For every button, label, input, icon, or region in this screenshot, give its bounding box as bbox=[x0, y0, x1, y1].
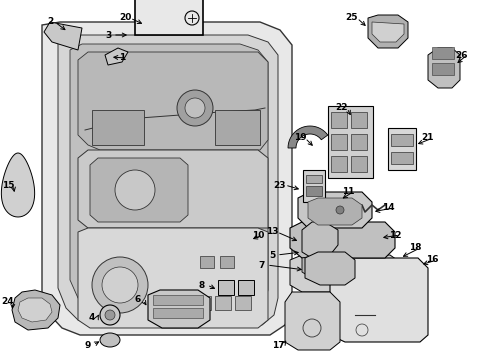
Bar bbox=[220, 256, 234, 268]
Text: 20: 20 bbox=[119, 13, 131, 22]
Polygon shape bbox=[12, 290, 60, 330]
Bar bbox=[303, 170, 325, 202]
Text: 8: 8 bbox=[199, 280, 204, 289]
Text: 3: 3 bbox=[104, 31, 111, 40]
Bar bbox=[200, 256, 214, 268]
Bar bbox=[350, 112, 366, 128]
Bar bbox=[153, 295, 203, 305]
Bar bbox=[218, 280, 234, 295]
Polygon shape bbox=[1, 153, 35, 217]
Bar bbox=[387, 128, 415, 170]
Circle shape bbox=[92, 257, 148, 313]
Polygon shape bbox=[305, 252, 354, 285]
Polygon shape bbox=[287, 126, 327, 148]
Text: 12: 12 bbox=[388, 230, 401, 239]
Text: 11: 11 bbox=[341, 188, 353, 197]
Bar bbox=[235, 296, 250, 310]
Bar bbox=[153, 308, 203, 318]
Polygon shape bbox=[427, 48, 459, 88]
Bar bbox=[350, 134, 366, 150]
Text: 16: 16 bbox=[425, 256, 437, 265]
Text: 24: 24 bbox=[1, 297, 14, 306]
Bar bbox=[305, 186, 321, 196]
Polygon shape bbox=[289, 255, 399, 292]
Circle shape bbox=[102, 267, 138, 303]
Polygon shape bbox=[18, 298, 52, 322]
Text: 4: 4 bbox=[89, 314, 95, 323]
Text: 19: 19 bbox=[293, 134, 305, 143]
Polygon shape bbox=[44, 22, 82, 50]
Polygon shape bbox=[329, 258, 427, 342]
Bar bbox=[215, 110, 260, 145]
Polygon shape bbox=[78, 52, 267, 150]
Circle shape bbox=[335, 206, 343, 214]
Text: 23: 23 bbox=[273, 180, 285, 189]
Polygon shape bbox=[105, 48, 128, 65]
Bar bbox=[195, 296, 210, 310]
Bar bbox=[327, 106, 372, 178]
Text: 21: 21 bbox=[421, 134, 433, 143]
Text: 17: 17 bbox=[271, 341, 284, 350]
Bar bbox=[330, 134, 346, 150]
Bar bbox=[330, 112, 346, 128]
Polygon shape bbox=[371, 22, 403, 42]
Circle shape bbox=[331, 202, 347, 218]
Polygon shape bbox=[70, 44, 267, 314]
Bar bbox=[175, 296, 191, 310]
Bar bbox=[350, 156, 366, 172]
Polygon shape bbox=[302, 222, 337, 260]
Text: 7: 7 bbox=[258, 261, 264, 270]
Bar bbox=[215, 296, 230, 310]
Polygon shape bbox=[58, 35, 278, 325]
Ellipse shape bbox=[100, 333, 120, 347]
Bar bbox=[390, 134, 412, 146]
Text: 15: 15 bbox=[2, 180, 14, 189]
Polygon shape bbox=[90, 158, 187, 222]
Bar bbox=[390, 152, 412, 164]
Polygon shape bbox=[148, 290, 209, 328]
Polygon shape bbox=[285, 292, 339, 350]
Text: 14: 14 bbox=[381, 203, 393, 212]
Text: 18: 18 bbox=[408, 243, 420, 252]
Polygon shape bbox=[289, 222, 394, 258]
Text: 13: 13 bbox=[265, 228, 278, 237]
Bar bbox=[135, 0, 203, 35]
Bar bbox=[330, 156, 346, 172]
Polygon shape bbox=[302, 255, 327, 280]
Text: 1: 1 bbox=[119, 54, 125, 63]
Text: 22: 22 bbox=[335, 104, 347, 112]
Polygon shape bbox=[78, 150, 267, 228]
Text: 26: 26 bbox=[455, 50, 468, 59]
Circle shape bbox=[177, 90, 213, 126]
Circle shape bbox=[184, 98, 204, 118]
Text: 5: 5 bbox=[268, 251, 275, 260]
Bar bbox=[305, 175, 321, 183]
Text: 10: 10 bbox=[251, 230, 264, 239]
Circle shape bbox=[105, 310, 115, 320]
Circle shape bbox=[100, 305, 120, 325]
Text: 6: 6 bbox=[135, 296, 141, 305]
Polygon shape bbox=[367, 15, 407, 48]
Bar bbox=[431, 47, 453, 59]
Text: 9: 9 bbox=[84, 341, 91, 350]
Text: 25: 25 bbox=[345, 13, 358, 22]
Text: 2: 2 bbox=[47, 18, 53, 27]
Polygon shape bbox=[297, 192, 371, 228]
Polygon shape bbox=[42, 22, 291, 335]
Bar bbox=[92, 110, 143, 145]
Bar bbox=[238, 280, 253, 295]
Bar bbox=[431, 63, 453, 75]
Polygon shape bbox=[78, 228, 267, 328]
Circle shape bbox=[115, 170, 155, 210]
Polygon shape bbox=[307, 198, 361, 225]
